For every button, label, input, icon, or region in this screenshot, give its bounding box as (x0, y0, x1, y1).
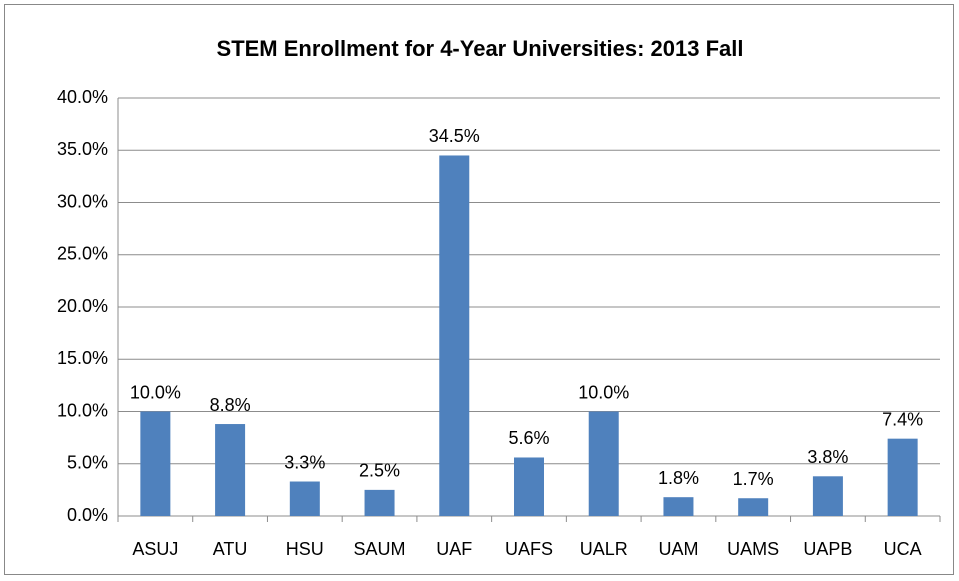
x-tick-label: UCA (884, 539, 922, 559)
y-tick-label: 20.0% (57, 296, 108, 316)
y-tick-label: 25.0% (57, 244, 108, 264)
bar (663, 497, 694, 516)
data-label: 10.0% (578, 382, 629, 402)
y-tick-label: 10.0% (57, 400, 108, 420)
x-tick-label: UALR (580, 539, 628, 559)
data-label: 3.3% (284, 452, 325, 472)
y-tick-label: 0.0% (67, 505, 108, 525)
bar (140, 411, 171, 516)
y-tick-label: 40.0% (57, 87, 108, 107)
bar (215, 424, 246, 516)
x-tick-label: UAMS (727, 539, 779, 559)
data-label: 1.7% (733, 469, 774, 489)
chart-title: STEM Enrollment for 4-Year Universities:… (217, 36, 744, 61)
x-tick-label: HSU (286, 539, 324, 559)
y-tick-label: 35.0% (57, 139, 108, 159)
bar (738, 498, 769, 516)
x-tick-label: UAF (436, 539, 472, 559)
data-label: 34.5% (429, 126, 480, 146)
x-tick-label: UAFS (505, 539, 553, 559)
x-tick-label: SAUM (354, 539, 406, 559)
bar (588, 411, 619, 516)
data-label: 1.8% (658, 468, 699, 488)
bar (887, 438, 918, 516)
bar (364, 489, 395, 516)
data-label: 5.6% (508, 428, 549, 448)
bar (289, 481, 320, 516)
y-tick-label: 30.0% (57, 191, 108, 211)
bar (514, 457, 544, 516)
x-tick-label: ASUJ (132, 539, 178, 559)
x-tick-label: UAM (658, 539, 698, 559)
bar (812, 476, 843, 516)
data-label: 3.8% (807, 447, 848, 467)
data-label: 7.4% (882, 409, 923, 429)
data-label: 8.8% (210, 395, 251, 415)
x-tick-label: UAPB (803, 539, 852, 559)
data-label: 10.0% (130, 382, 181, 402)
x-tick-label: ATU (213, 539, 248, 559)
data-label: 2.5% (359, 461, 400, 481)
y-tick-label: 15.0% (57, 348, 108, 368)
bar (439, 155, 470, 516)
y-tick-label: 5.0% (67, 453, 108, 473)
